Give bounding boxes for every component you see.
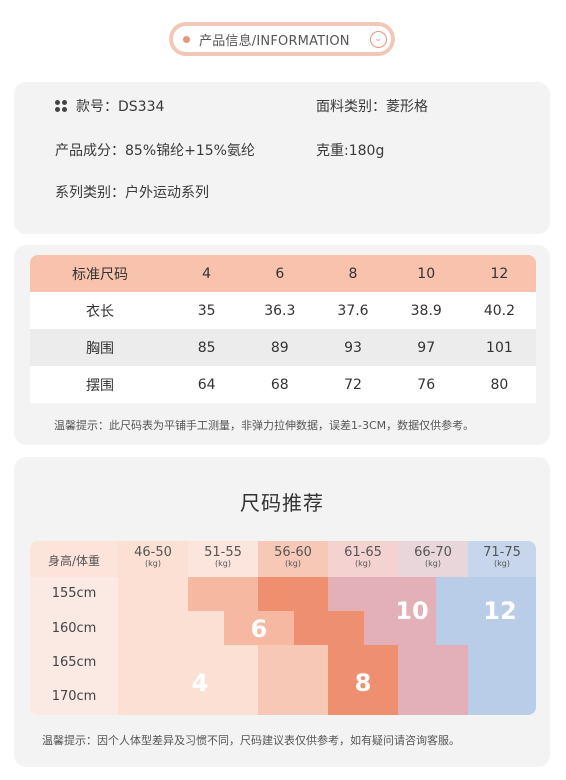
size-table: 标准尺码 4 6 8 10 12 衣长 35 36.3 37.6 38.9 40… [30, 255, 536, 403]
weight-unit: (kg) [425, 559, 441, 568]
table-cell: 37.6 [337, 302, 369, 319]
table-cell: 38.9 [410, 302, 442, 319]
table-header-cell: 10 [417, 265, 436, 282]
weight-range: 66-70 [414, 545, 452, 560]
table-row: 摆围 64 68 72 76 80 [30, 366, 536, 403]
size-table-card: 标准尺码 4 6 8 10 12 衣长 35 36.3 37.6 38.9 40… [14, 245, 550, 445]
section-header: 产品信息/INFORMATION ⌄ [0, 0, 566, 78]
size-8-region [258, 577, 328, 611]
weight-range: 61-65 [344, 545, 382, 560]
size-8-label: 8 [354, 669, 372, 697]
size-10-region [364, 611, 436, 645]
dot-icon [183, 35, 190, 43]
size-recommend-chart: 身高/体重 46-50 (kg) 51-55 (kg) 56-60 (kg) 6… [30, 541, 536, 715]
info-pill[interactable]: 产品信息/INFORMATION ⌄ [169, 22, 395, 56]
weight-header: 61-65 (kg) [328, 541, 398, 577]
size-4-region [118, 645, 258, 715]
size-6-region [188, 577, 258, 611]
weight-range: 51-55 [204, 545, 242, 560]
height-label: 165cm [51, 655, 97, 670]
size-4-label: 4 [191, 669, 209, 697]
size-12-label: 12 [483, 597, 517, 625]
table-row: 衣长 35 36.3 37.6 38.9 40.2 [30, 292, 536, 329]
size-12-region [436, 577, 536, 645]
weight-unit: (kg) [215, 559, 231, 568]
table-header-row: 标准尺码 4 6 8 10 12 [30, 255, 536, 292]
table-header-cell: 8 [348, 265, 358, 282]
weight-range: 46-50 [134, 545, 172, 560]
weight-header: 46-50 (kg) [118, 541, 188, 577]
weight-range: 56-60 [274, 545, 312, 560]
expand-button[interactable]: ⌄ [365, 26, 391, 52]
weight-col-bg [328, 541, 398, 577]
table-header-cell: 6 [275, 265, 285, 282]
table-cell: 68 [270, 376, 289, 393]
table-header-cell: 4 [202, 265, 212, 282]
height-label: 160cm [51, 621, 97, 636]
table-cell: 35 [197, 302, 216, 319]
weight-header: 51-55 (kg) [188, 541, 258, 577]
size-10-region [398, 645, 468, 715]
weight-col-bg [258, 541, 328, 577]
table-row: 胸围 85 89 93 97 101 [30, 329, 536, 366]
weight-col-bg [118, 541, 188, 577]
size-8-region [294, 611, 364, 645]
info-title: 产品信息/INFORMATION [199, 33, 350, 49]
table-cell: 97 [417, 339, 436, 356]
table-cell: 摆围 [86, 377, 114, 394]
size-6-region [258, 645, 328, 715]
weight-header: 56-60 (kg) [258, 541, 328, 577]
recommend-title: 尺码推荐 [240, 491, 324, 515]
size-recommend-card: 尺码推荐 身高/体重 46-50 (kg) 51-55 (kg) 56-60 (… [14, 457, 550, 767]
height-label: 170cm [51, 689, 97, 704]
fabric-type: 面料类别：菱形格 [316, 99, 428, 115]
table-cell: 40.2 [483, 302, 515, 319]
chevron-down-icon: ⌄ [369, 30, 387, 48]
size-table-note: 温馨提示：此尺码表为平铺手工测量，非弹力拉伸数据，误差1-3CM，数据仅供参考。 [54, 419, 475, 432]
weight-col-bg [468, 541, 536, 577]
table-cell: 85 [197, 339, 216, 356]
weight-header: 71-75 (kg) [468, 541, 536, 577]
size-6-region [224, 611, 294, 645]
table-cell: 64 [197, 376, 216, 393]
table-cell: 胸围 [86, 340, 114, 357]
series: 系列类别：户外运动系列 [55, 185, 209, 201]
weight-range: 71-75 [483, 545, 521, 560]
weight-unit: (kg) [494, 559, 510, 568]
table-header-cell: 标准尺码 [72, 266, 128, 283]
table-cell: 101 [486, 339, 513, 356]
table-cell: 93 [344, 339, 362, 356]
size-8-region [328, 645, 398, 715]
weight-unit: (kg) [355, 559, 371, 568]
table-header-cell: 12 [490, 265, 509, 282]
recommend-note: 温馨提示：因个人体型差异及习惯不同，尺码建议表仅供参考，如有疑问请咨询客服。 [42, 734, 460, 747]
size-4-region [118, 611, 224, 645]
size-12-region [468, 645, 536, 715]
table-cell: 衣长 [86, 303, 114, 320]
table-cell: 89 [270, 339, 289, 356]
corner-label: 身高/体重 [47, 554, 101, 568]
item-number: 款号：DS334 [76, 99, 165, 115]
size-10-region [328, 577, 436, 611]
product-info-card: 款号：DS334 面料类别：菱形格 产品成分：85%锦纶+15%氨纶 克重:18… [14, 82, 550, 234]
table-cell: 80 [490, 376, 509, 393]
size-6-label: 6 [250, 615, 268, 643]
table-cell: 72 [344, 376, 362, 393]
weight-header: 66-70 (kg) [398, 541, 468, 577]
weight-unit: (kg) [145, 559, 161, 568]
table-cell: 76 [417, 376, 436, 393]
info-pill-inner: 产品信息/INFORMATION [173, 26, 391, 52]
weight-unit: (kg) [285, 559, 301, 568]
height-label: 155cm [51, 586, 97, 601]
composition: 产品成分：85%锦纶+15%氨纶 [55, 143, 255, 159]
weight-col-bg [398, 541, 468, 577]
size-10-label: 10 [395, 597, 429, 625]
weight-col-bg [188, 541, 258, 577]
grid-icon [55, 100, 67, 112]
height-col-bg [30, 577, 118, 715]
table-cell: 36.3 [264, 302, 296, 319]
fabric-weight: 克重:180g [316, 143, 385, 159]
